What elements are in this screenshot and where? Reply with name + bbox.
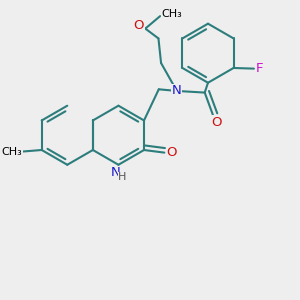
Text: O: O — [134, 20, 144, 32]
Text: O: O — [166, 146, 177, 159]
Text: O: O — [211, 116, 221, 129]
Text: F: F — [256, 62, 264, 75]
Text: H: H — [118, 172, 127, 182]
Text: N: N — [172, 84, 182, 98]
Text: N: N — [111, 167, 121, 179]
Text: CH₃: CH₃ — [2, 147, 22, 157]
Text: CH₃: CH₃ — [161, 10, 182, 20]
